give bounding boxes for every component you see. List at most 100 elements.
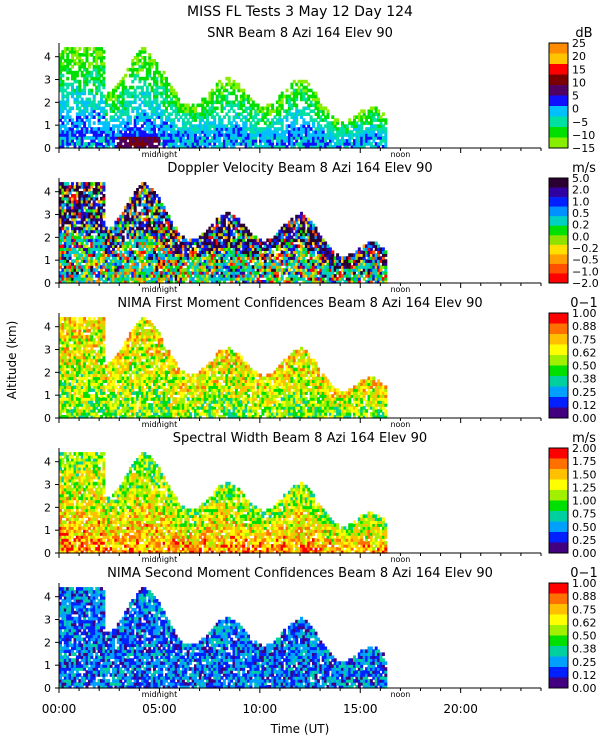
- midnight-marker: midnight: [142, 285, 178, 294]
- heatmap-cell: [148, 188, 152, 192]
- heatmap-cell: [71, 259, 74, 263]
- heatmap-cell: [73, 59, 77, 63]
- heatmap-cell: [80, 205, 84, 210]
- heatmap-cell: [239, 94, 243, 99]
- heatmap-cell: [150, 106, 154, 111]
- heatmap-cell: [61, 115, 65, 119]
- heatmap-cell: [312, 109, 315, 113]
- heatmap-cell: [169, 265, 173, 269]
- heatmap-cell: [153, 274, 156, 278]
- heatmap-cell: [145, 208, 149, 213]
- heatmap-cell: [181, 280, 185, 284]
- heatmap-cell: [109, 232, 113, 237]
- heatmap-cell: [160, 112, 164, 116]
- heatmap-cell: [232, 250, 236, 254]
- heatmap-cell: [169, 268, 173, 272]
- heatmap-cell: [153, 205, 156, 210]
- heatmap-cell: [148, 56, 152, 60]
- heatmap-cell: [157, 73, 161, 78]
- heatmap-cell: [309, 115, 313, 119]
- heatmap-cell: [83, 67, 87, 72]
- heatmap-cell: [232, 103, 236, 108]
- heatmap-cell: [75, 142, 79, 146]
- heatmap-cell: [167, 103, 171, 108]
- heatmap-cell: [210, 256, 214, 260]
- heatmap-cell: [138, 112, 142, 116]
- heatmap-cell: [227, 223, 231, 228]
- y-tick-label: 1: [44, 119, 51, 132]
- heatmap-cell: [104, 250, 108, 254]
- heatmap-cell: [196, 103, 200, 108]
- heatmap-cell: [184, 124, 188, 128]
- heatmap-cell: [145, 199, 149, 204]
- heatmap-cell: [208, 235, 212, 240]
- heatmap-cell: [319, 139, 323, 143]
- heatmap-cell: [208, 247, 212, 251]
- heatmap-cell: [78, 133, 82, 137]
- heatmap-cell: [121, 280, 125, 284]
- heatmap-cell: [179, 136, 183, 140]
- heatmap-cell: [160, 136, 164, 140]
- heatmap-cell: [107, 121, 111, 125]
- heatmap-cell: [191, 250, 195, 254]
- heatmap-cell: [92, 259, 96, 263]
- heatmap-cell: [114, 274, 118, 278]
- heatmap-cell: [124, 91, 128, 96]
- heatmap-cell: [225, 139, 229, 143]
- y-tick-label: 3: [44, 209, 51, 222]
- heatmap-cell: [121, 109, 125, 113]
- heatmap-cell: [172, 133, 176, 137]
- heatmap-cell: [268, 139, 272, 143]
- heatmap-cell: [365, 127, 369, 131]
- heatmap-cell: [124, 124, 128, 128]
- heatmap-cell: [215, 145, 219, 149]
- heatmap-cell: [177, 259, 181, 263]
- heatmap-cell: [312, 103, 315, 108]
- heatmap-cell: [95, 145, 99, 149]
- heatmap-cell: [63, 259, 67, 263]
- heatmap-cell: [126, 277, 130, 281]
- heatmap-cell: [196, 244, 200, 248]
- heatmap-cell: [181, 145, 185, 149]
- heatmap-cell: [162, 253, 166, 257]
- heatmap-cell: [114, 250, 118, 254]
- heatmap-cell: [63, 88, 67, 93]
- heatmap-cell: [287, 106, 291, 111]
- heatmap-cell: [150, 259, 154, 263]
- heatmap-cell: [234, 82, 238, 87]
- heatmap-cell: [297, 91, 301, 96]
- heatmap-cell: [155, 76, 159, 81]
- heatmap-cell: [150, 139, 154, 143]
- heatmap-cell: [143, 211, 147, 216]
- heatmap-cell: [222, 139, 226, 143]
- heatmap-cell: [68, 61, 72, 66]
- heatmap-cell: [71, 73, 74, 78]
- heatmap-cell: [100, 94, 103, 99]
- heatmap-cell: [102, 130, 106, 134]
- heatmap-cell: [66, 70, 70, 75]
- heatmap-cell: [126, 220, 130, 225]
- heatmap-cell: [232, 220, 236, 225]
- heatmap-cell: [304, 85, 308, 90]
- heatmap-cell: [97, 79, 101, 84]
- heatmap-cell: [157, 115, 161, 119]
- heatmap-cell: [297, 130, 301, 134]
- heatmap-cell: [109, 271, 113, 275]
- heatmap-cell: [138, 226, 142, 231]
- heatmap-cell: [78, 232, 82, 237]
- heatmap-cell: [80, 259, 84, 263]
- heatmap-cell: [71, 214, 74, 219]
- heatmap-cell: [338, 127, 342, 131]
- heatmap-cell: [300, 139, 303, 143]
- heatmap-cell: [145, 118, 149, 122]
- heatmap-cell: [227, 118, 231, 122]
- heatmap-cell: [83, 106, 87, 111]
- heatmap-cell: [150, 241, 154, 246]
- heatmap-cell: [75, 208, 79, 213]
- heatmap-cell: [167, 271, 171, 275]
- heatmap-cell: [73, 79, 77, 84]
- heatmap-cell: [61, 136, 65, 140]
- heatmap-cell: [300, 79, 303, 84]
- heatmap-cell: [153, 214, 156, 219]
- heatmap-cell: [140, 133, 144, 137]
